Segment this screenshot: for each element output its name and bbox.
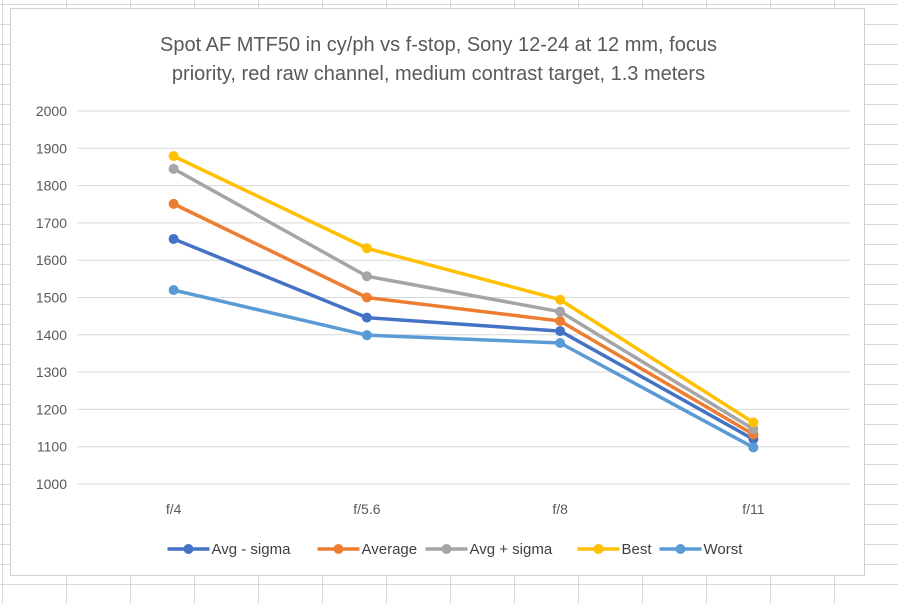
data-point xyxy=(168,233,179,244)
data-point xyxy=(555,294,566,305)
series-line xyxy=(171,154,756,425)
data-point xyxy=(168,151,179,162)
data-point xyxy=(361,312,372,323)
legend-item: Best xyxy=(577,541,653,558)
chart-title: Spot AF MTF50 in cy/ph vs f-stop, Sony 1… xyxy=(11,31,866,89)
y-tick-label: 1000 xyxy=(36,476,67,492)
legend-item: Avg - sigma xyxy=(167,541,292,558)
legend-swatch-marker xyxy=(441,544,452,554)
y-tick-label: 1700 xyxy=(36,215,67,231)
chart-title-line-1: Spot AF MTF50 in cy/ph vs f-stop, Sony 1… xyxy=(160,34,717,56)
y-tick-label: 1500 xyxy=(36,290,67,306)
data-point xyxy=(748,442,759,453)
data-point xyxy=(748,417,759,428)
legend-label: Average xyxy=(362,541,418,558)
x-tick-label: f/8 xyxy=(552,501,568,517)
legend-item: Worst xyxy=(659,541,744,558)
data-point xyxy=(361,292,372,303)
data-point xyxy=(361,243,372,254)
plot-area: 1000 1100 1200 1300 1400 1500 1600 1700 1800 1900… xyxy=(36,103,850,558)
y-tick-label: 1300 xyxy=(36,364,67,380)
series-line xyxy=(171,288,756,450)
y-tick-label: 1200 xyxy=(36,401,67,417)
y-tick-label: 2000 xyxy=(36,103,67,119)
data-point xyxy=(555,306,566,317)
series-line xyxy=(171,202,756,437)
legend-label: Avg - sigma xyxy=(212,541,292,558)
legend-label: Worst xyxy=(704,541,744,558)
chart-title-line-2: priority, red raw channel, medium contra… xyxy=(171,63,706,85)
series-line xyxy=(171,237,756,441)
legend-item: Average xyxy=(317,541,418,558)
data-point xyxy=(168,163,179,174)
data-point xyxy=(361,271,372,282)
data-point xyxy=(168,198,179,209)
data-point xyxy=(555,326,566,337)
legend-label: Avg + sigma xyxy=(470,541,553,558)
chart-area[interactable]: Spot AF MTF50 in cy/ph vs f-stop, Sony 1… xyxy=(10,8,865,576)
data-point xyxy=(555,315,566,326)
y-tick-label: 1800 xyxy=(36,178,67,194)
x-tick-label: f/11 xyxy=(742,501,765,517)
legend-swatch-marker xyxy=(183,544,194,554)
x-tick-label: f/5.6 xyxy=(353,501,380,517)
legend-swatch-marker xyxy=(333,544,344,554)
data-point xyxy=(361,330,372,341)
y-tick-label: 1600 xyxy=(36,252,67,268)
legend-label: Best xyxy=(622,541,653,558)
legend-item: Avg + sigma xyxy=(425,541,553,558)
legend-swatch-marker xyxy=(593,544,604,554)
data-point xyxy=(555,338,566,349)
y-tick-label: 1100 xyxy=(37,439,67,455)
series-line xyxy=(171,167,756,431)
x-tick-label: f/4 xyxy=(166,501,182,517)
y-tick-label: 1900 xyxy=(36,140,67,156)
data-point xyxy=(168,285,179,296)
y-tick-label: 1400 xyxy=(36,327,67,343)
legend-swatch-marker xyxy=(675,544,686,554)
